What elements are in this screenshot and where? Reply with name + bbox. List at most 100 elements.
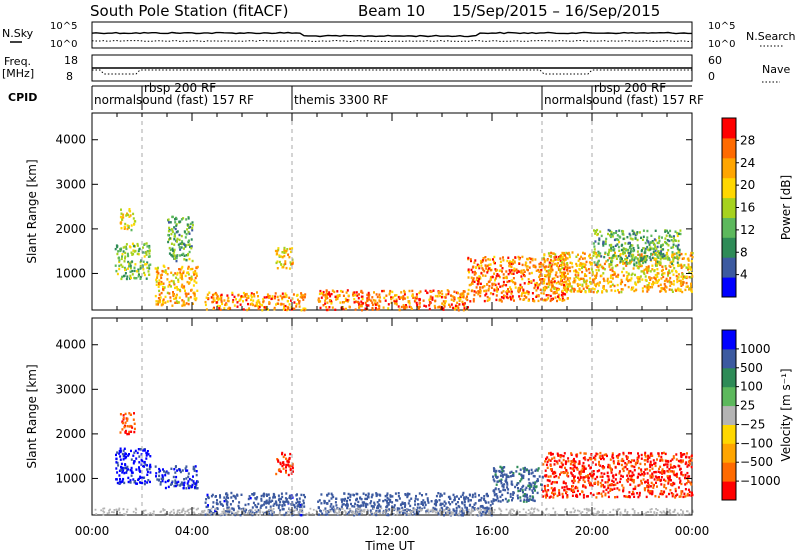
scatter-cell xyxy=(581,470,584,473)
ground-scatter-cell xyxy=(528,513,530,515)
scatter-cell xyxy=(519,480,522,483)
scatter-cell xyxy=(441,507,444,510)
scatter-cell xyxy=(578,290,581,293)
scatter-cell xyxy=(168,238,170,241)
scatter-cell xyxy=(208,291,211,294)
scatter-cell xyxy=(529,482,532,486)
scatter-cell xyxy=(148,267,151,270)
scatter-cell xyxy=(393,302,396,305)
scatter-cell xyxy=(389,500,392,503)
scatter-cell xyxy=(156,274,159,277)
scatter-cell xyxy=(637,267,640,270)
scatter-cell xyxy=(119,447,122,450)
scatter-cell xyxy=(186,271,189,274)
scatter-cell xyxy=(567,251,570,255)
scatter-cell xyxy=(579,476,582,480)
scatter-cell xyxy=(607,232,609,236)
scatter-cell xyxy=(593,456,595,459)
scatter-cell xyxy=(604,481,607,484)
scatter-cell xyxy=(469,300,472,303)
scatter-cell xyxy=(661,272,664,275)
scatter-cell xyxy=(588,271,591,274)
scatter-cell xyxy=(680,252,683,256)
scatter-cell xyxy=(171,230,174,233)
scatter-cell xyxy=(561,299,564,302)
scatter-cell xyxy=(304,495,306,499)
scatter-cell xyxy=(551,457,554,460)
scatter-cell xyxy=(510,298,513,301)
scatter-cell xyxy=(168,221,170,224)
scatter-cell xyxy=(423,304,426,307)
scatter-cell xyxy=(575,270,578,273)
scatter-cell xyxy=(675,239,677,242)
scatter-cell xyxy=(524,291,527,295)
scatter-cell xyxy=(457,309,460,312)
scatter-cell xyxy=(491,502,494,505)
scatter-cell xyxy=(535,480,538,483)
scatter-cell xyxy=(455,506,458,510)
ground-scatter-cell xyxy=(230,510,233,513)
scatter-cell xyxy=(538,265,541,269)
scatter-cell xyxy=(522,494,525,497)
scatter-cell xyxy=(579,277,582,280)
scatter-cell xyxy=(641,238,644,241)
scatter-cell xyxy=(612,462,615,465)
scatter-cell xyxy=(644,481,646,484)
scatter-cell xyxy=(638,231,641,234)
scatter-cell xyxy=(521,255,524,259)
scatter-cell xyxy=(121,265,124,268)
scatter-cell xyxy=(608,478,611,482)
scatter-cell xyxy=(461,502,464,505)
scatter-cell xyxy=(642,478,645,481)
scatter-cell xyxy=(406,495,409,499)
scatter-cell xyxy=(620,244,623,247)
scatter-cell xyxy=(410,307,413,310)
scatter-cell xyxy=(469,283,472,286)
scatter-cell xyxy=(624,242,627,245)
scatter-cell xyxy=(345,307,347,311)
scatter-cell xyxy=(118,256,120,259)
scatter-cell xyxy=(216,499,218,502)
scatter-cell xyxy=(565,289,568,292)
scatter-cell xyxy=(668,279,671,282)
scatter-cell xyxy=(149,480,151,484)
scatter-cell xyxy=(467,288,470,292)
scatter-cell xyxy=(522,500,525,503)
scatter-cell xyxy=(248,307,251,310)
scatter-cell xyxy=(648,282,651,285)
scatter-cell xyxy=(442,303,445,306)
scatter-cell xyxy=(478,266,481,270)
scatter-cell xyxy=(490,514,493,517)
scatter-cell xyxy=(143,476,146,479)
scatter-cell xyxy=(610,247,613,250)
scatter-cell xyxy=(288,494,291,498)
scatter-cell xyxy=(129,468,132,472)
scatter-cell xyxy=(175,276,178,279)
scatter-cell xyxy=(568,279,571,283)
scatter-cell xyxy=(167,285,170,288)
scatter-cell xyxy=(604,242,607,246)
chart-title: South Pole Station (fitACF) xyxy=(90,2,288,20)
scatter-cell xyxy=(499,465,502,469)
scatter-cell xyxy=(572,489,575,492)
scatter-cell xyxy=(583,476,586,479)
scatter-cell xyxy=(195,473,198,477)
scatter-cell xyxy=(281,296,284,299)
scatter-cell xyxy=(658,251,661,255)
scatter-cell xyxy=(276,249,279,253)
scatter-cell xyxy=(279,500,282,504)
scatter-cell xyxy=(566,257,569,260)
scatter-cell xyxy=(615,275,618,278)
ground-scatter-cell xyxy=(184,513,186,515)
scatter-cell xyxy=(528,469,530,472)
scatter-cell xyxy=(607,463,610,467)
scatter-cell xyxy=(582,476,585,479)
scatter-cell xyxy=(346,503,349,506)
scatter-cell xyxy=(488,285,491,288)
scatter-cell xyxy=(369,502,372,505)
scatter-cell xyxy=(543,258,546,261)
scatter-cell xyxy=(180,285,183,288)
scatter-cell xyxy=(192,465,195,469)
scatter-cell xyxy=(500,471,503,475)
scatter-cell xyxy=(143,255,146,258)
